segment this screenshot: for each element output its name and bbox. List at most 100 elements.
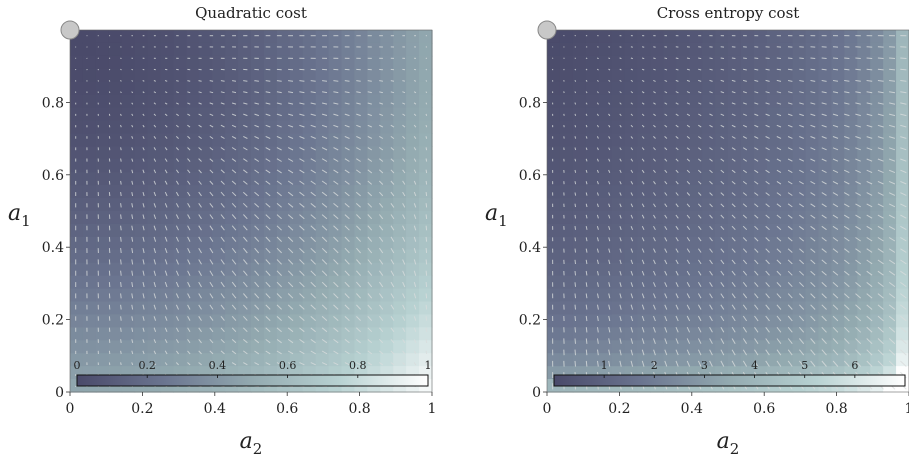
gradient-arrow	[299, 81, 304, 82]
heat-cell	[599, 133, 613, 147]
heat-cell	[251, 237, 265, 251]
heat-cell	[793, 30, 807, 44]
heat-cell	[290, 314, 304, 328]
heat-cell	[70, 56, 84, 70]
gradient-arrow	[121, 293, 122, 298]
heat-cell	[793, 82, 807, 96]
heat-cell	[96, 56, 110, 70]
heat-cell	[819, 276, 833, 290]
heat-cell	[560, 159, 574, 173]
heat-cell	[354, 185, 368, 199]
heat-cell	[290, 224, 304, 238]
heat-cell	[741, 43, 755, 57]
heat-cell	[715, 43, 729, 57]
heat-cell	[173, 56, 187, 70]
heat-cell	[586, 30, 600, 44]
heat-cell	[393, 289, 407, 303]
heat-cell	[393, 95, 407, 109]
heat-cell	[161, 250, 175, 264]
heat-cell	[199, 95, 213, 109]
heat-cell	[316, 340, 330, 354]
heat-cell	[186, 224, 200, 238]
gradient-arrow	[121, 316, 122, 320]
heat-cell	[612, 172, 626, 186]
heat-cell	[857, 43, 871, 57]
heat-cell	[419, 263, 433, 277]
gradient-arrow	[799, 69, 804, 70]
heat-cell	[122, 121, 136, 135]
heat-cell	[676, 185, 690, 199]
heat-cell	[780, 69, 794, 83]
heat-cell	[806, 185, 820, 199]
gradient-arrow	[889, 58, 895, 59]
heat-cell	[741, 211, 755, 225]
heat-cell	[251, 43, 265, 57]
heat-cell	[329, 82, 343, 96]
x-tick-label: 0.6	[753, 401, 775, 417]
heat-cell	[702, 302, 716, 316]
heat-cell	[135, 172, 149, 186]
heat-cell	[225, 340, 239, 354]
heat-cell	[650, 276, 664, 290]
heat-cell	[135, 314, 149, 328]
heat-cell	[831, 237, 845, 251]
heat-cell	[135, 121, 149, 135]
heat-cell	[83, 237, 97, 251]
heat-cell	[290, 95, 304, 109]
heat-cell	[650, 250, 664, 264]
heat-cell	[560, 172, 574, 186]
heat-cell	[122, 133, 136, 147]
heat-cell	[212, 185, 226, 199]
heat-cell	[251, 314, 265, 328]
heat-cell	[342, 30, 356, 44]
heat-cell	[586, 353, 600, 367]
y-tick-label: 0	[532, 385, 541, 401]
heat-cell	[393, 108, 407, 122]
gradient-arrow	[426, 203, 427, 207]
heat-cell	[560, 353, 574, 367]
heat-cell	[702, 237, 716, 251]
heat-cell	[264, 43, 278, 57]
heat-cell	[857, 95, 871, 109]
heat-cell	[393, 314, 407, 328]
heat-cell	[741, 224, 755, 238]
heat-cell	[264, 263, 278, 277]
heat-cell	[161, 211, 175, 225]
heat-cell	[264, 133, 278, 147]
heat-cell	[780, 327, 794, 341]
heat-cell	[638, 108, 652, 122]
heat-cell	[547, 198, 561, 212]
heat-cell	[612, 69, 626, 83]
heat-cell	[212, 133, 226, 147]
heat-cell	[135, 159, 149, 173]
heat-cell	[354, 263, 368, 277]
heat-cell	[264, 146, 278, 160]
heat-cell	[819, 146, 833, 160]
gradient-arrow	[620, 58, 622, 59]
heat-cell	[702, 30, 716, 44]
heat-cell	[586, 172, 600, 186]
heat-cell	[122, 302, 136, 316]
heat-cell	[702, 82, 716, 96]
gradient-arrow	[121, 214, 122, 219]
heat-cell	[689, 30, 703, 44]
heat-cell	[238, 263, 252, 277]
heat-cell	[625, 30, 639, 44]
heat-cell	[419, 211, 433, 225]
heat-cell	[96, 43, 110, 57]
heat-cell	[728, 82, 742, 96]
heat-cell	[135, 133, 149, 147]
heat-cell	[173, 237, 187, 251]
heat-cell	[702, 133, 716, 147]
heat-cell	[612, 314, 626, 328]
gradient-arrow	[586, 58, 587, 59]
heat-cell	[186, 185, 200, 199]
heat-cell	[406, 289, 420, 303]
x-tick-label: 0.2	[131, 401, 153, 417]
heat-cell	[199, 314, 213, 328]
heat-cell	[393, 69, 407, 83]
heat-cell	[238, 82, 252, 96]
heat-cell	[831, 198, 845, 212]
heat-cell	[676, 133, 690, 147]
heat-cell	[599, 263, 613, 277]
